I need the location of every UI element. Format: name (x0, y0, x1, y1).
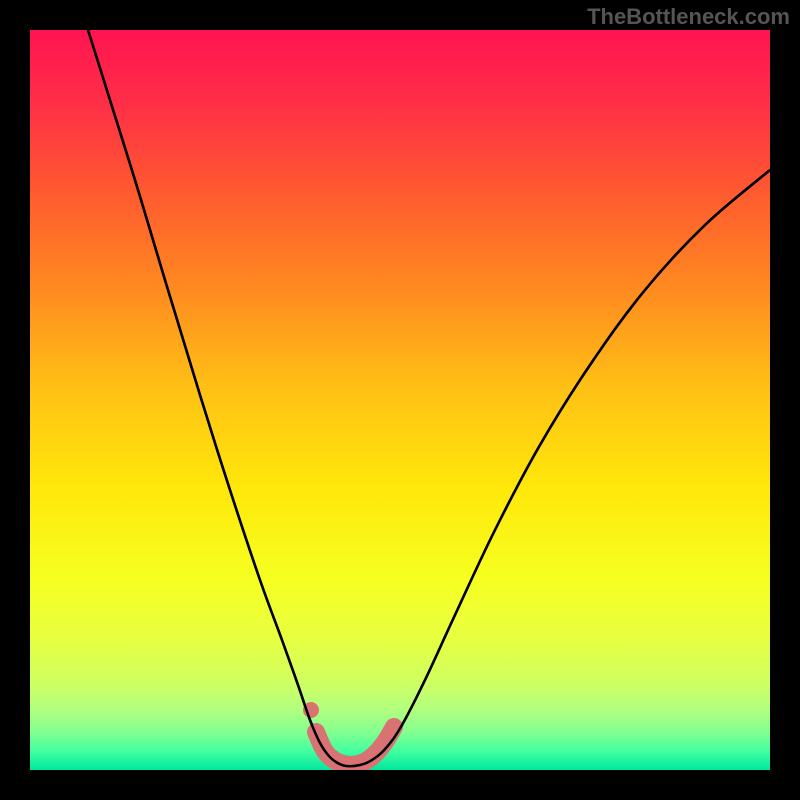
highlight-segment (316, 727, 394, 765)
bottleneck-curve-overlay (88, 30, 770, 766)
curve-layer (30, 30, 770, 770)
plot-area (30, 30, 770, 770)
chart-frame: TheBottleneck.com (0, 0, 800, 800)
bottleneck-curve (88, 30, 770, 766)
watermark-text: TheBottleneck.com (587, 4, 790, 30)
